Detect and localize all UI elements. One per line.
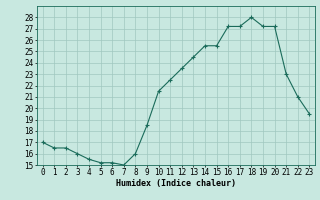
X-axis label: Humidex (Indice chaleur): Humidex (Indice chaleur)	[116, 179, 236, 188]
